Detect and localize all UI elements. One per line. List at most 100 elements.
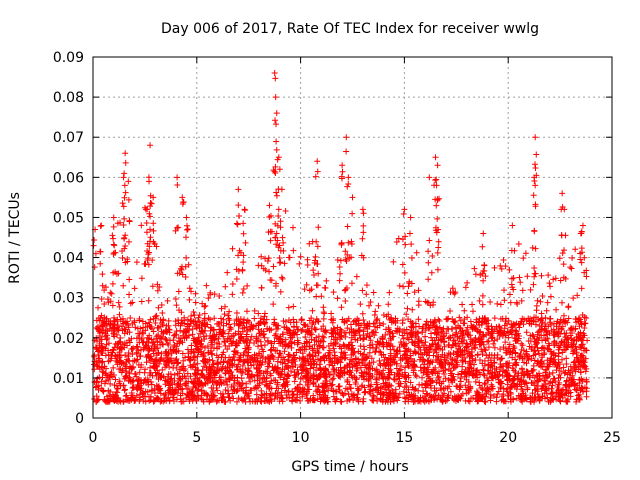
data-point [143,220,150,227]
data-point [393,238,400,245]
data-point [232,342,239,349]
data-point [430,299,437,306]
data-point [405,386,412,393]
data-point [125,238,132,245]
data-point [154,324,161,331]
data-point [270,301,277,308]
data-point [235,186,242,193]
data-point [180,357,187,364]
data-point [485,377,492,384]
data-point [479,386,486,393]
data-point [483,352,490,359]
data-point [239,289,246,296]
data-point [246,395,253,402]
data-point [532,182,539,189]
data-point [491,355,498,362]
data-point [290,363,297,370]
data-point [338,398,345,405]
data-point [281,387,288,394]
data-point [491,264,498,271]
data-point [531,382,538,389]
data-point [344,325,351,332]
data-point [485,338,492,345]
data-point [278,354,285,361]
data-point [507,299,514,306]
data-point [249,325,256,332]
data-point [229,291,236,298]
data-point [276,259,283,266]
data-point [231,320,238,327]
data-point [242,366,249,373]
data-point [267,237,274,244]
data-point [282,208,289,215]
data-point [315,270,322,277]
data-point [239,362,246,369]
data-point [422,396,429,403]
data-point [581,320,588,327]
data-point [348,385,355,392]
data-point [516,324,523,331]
data-point [454,348,461,355]
data-point [314,158,321,165]
data-point [122,189,129,196]
data-point [147,200,154,207]
data-point [271,395,278,402]
data-point [299,350,306,357]
data-point [268,391,275,398]
data-point [230,353,237,360]
x-tick-label: 5 [192,430,201,446]
data-point [577,344,584,351]
data-point [575,315,582,322]
data-point [333,366,340,373]
data-point [210,385,217,392]
data-point [386,316,393,323]
data-point [402,395,409,402]
data-point [578,259,585,266]
data-point [402,241,409,248]
data-point [271,316,278,323]
data-point [184,391,191,398]
data-point [171,331,178,338]
data-point [122,232,129,239]
data-point [241,207,248,214]
data-point [443,330,450,337]
data-point [218,380,225,387]
data-point [291,378,298,385]
data-point [482,273,489,280]
data-point [496,368,503,375]
data-point [273,121,280,128]
data-point [509,222,516,229]
x-tick-label: 15 [395,430,413,446]
data-point [435,238,442,245]
data-point [429,253,436,260]
data-point [104,397,111,404]
data-point [402,364,409,371]
data-point [400,335,407,342]
data-point [131,285,138,292]
data-point [160,316,167,323]
data-point [381,373,388,380]
data-point [583,315,590,322]
data-point [147,234,154,241]
data-point [311,360,318,367]
data-point [138,222,145,229]
data-point [477,328,484,335]
data-point [357,350,364,357]
data-point [481,262,488,269]
data-point [331,396,338,403]
data-point [224,269,231,276]
data-point [543,307,550,314]
data-point [367,337,374,344]
data-point [126,369,133,376]
data-point [174,360,181,367]
data-point [244,282,251,289]
data-point [462,284,469,291]
data-point [116,378,123,385]
data-point [233,309,240,316]
data-point [317,356,324,363]
data-point [359,351,366,358]
data-point [456,382,463,389]
data-point [412,372,419,379]
data-point [145,297,152,304]
data-point [184,226,191,233]
